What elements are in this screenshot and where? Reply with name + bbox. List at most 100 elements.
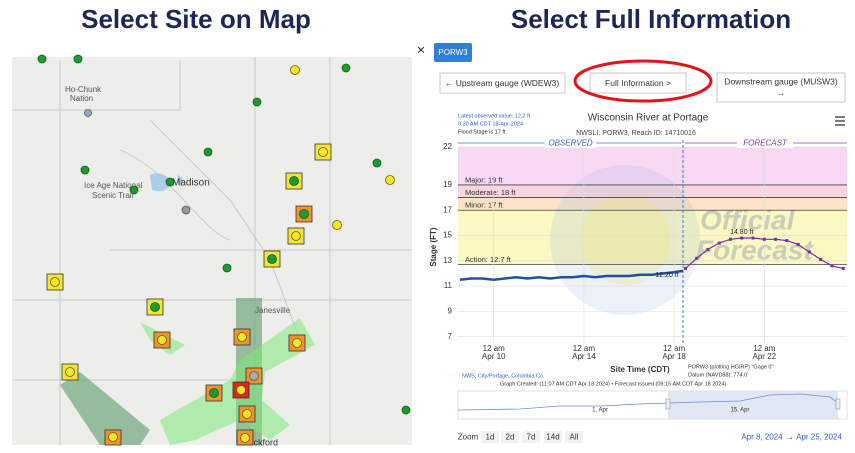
full-info-label: Full Information > — [605, 78, 671, 88]
site-marker[interactable] — [290, 65, 300, 75]
site-marker[interactable] — [181, 205, 191, 215]
site-marker[interactable] — [236, 429, 254, 446]
map-label: Scenic Trail — [92, 191, 134, 200]
stage-band — [458, 210, 847, 265]
site-marker[interactable] — [287, 227, 305, 245]
site-marker[interactable] — [341, 63, 351, 73]
site-marker[interactable] — [203, 147, 213, 157]
lake — [177, 175, 183, 186]
right-title: Select Full Information — [511, 4, 791, 34]
site-marker[interactable] — [332, 220, 342, 230]
range-start: Apr 8, 2024 — [741, 433, 783, 442]
navigator-line — [457, 393, 839, 411]
stage-band — [458, 197, 847, 211]
created-text: Graph Created: (11:07 AM CDT Apr 18 2024… — [500, 381, 726, 387]
site-marker[interactable] — [84, 109, 92, 117]
datum-text: Datum (NAVD88): 774.0' — [688, 372, 748, 378]
forecast-point — [683, 266, 687, 270]
flood-area — [60, 372, 150, 445]
site-marker[interactable] — [233, 328, 251, 346]
forecast-point — [774, 237, 778, 241]
x-tick-date: Apr 14 — [572, 352, 596, 361]
site-marker[interactable] — [61, 363, 79, 381]
site-marker[interactable] — [385, 175, 395, 185]
site-marker[interactable] — [129, 185, 139, 195]
site-marker[interactable] — [238, 405, 256, 423]
site-marker[interactable] — [222, 263, 232, 273]
site-marker[interactable] — [245, 367, 263, 385]
navigator-handle — [665, 398, 671, 410]
forecast-point — [728, 237, 732, 241]
map-label: Ice Age National — [84, 181, 142, 190]
tab[interactable] — [434, 43, 472, 62]
forecast-point — [740, 236, 744, 240]
close-button[interactable]: × — [417, 42, 425, 58]
site-marker[interactable] — [146, 298, 164, 316]
site-marker[interactable] — [205, 384, 223, 402]
site-marker[interactable] — [232, 381, 250, 399]
forecast-point — [785, 239, 789, 243]
site-marker[interactable] — [46, 273, 64, 291]
navigator-label: 1. Apr — [592, 408, 608, 414]
forecast-point — [807, 250, 811, 254]
y-tick-label: 9 — [448, 306, 453, 315]
site-marker[interactable] — [80, 165, 90, 175]
menu-icon[interactable] — [835, 116, 845, 126]
left-title: Select Site on Map — [81, 4, 311, 34]
value-label: 12.20 ft — [655, 272, 678, 279]
forecast-point — [751, 236, 755, 240]
site-markers — [37, 54, 411, 446]
x-tick-label: 12 am — [753, 344, 776, 353]
site-marker[interactable] — [401, 405, 411, 415]
zoom-label: Zoom — [458, 433, 479, 442]
full-info-button[interactable] — [589, 72, 687, 94]
gauge-text: PORW3 (plotting HGIRP) "Gage 0" — [688, 364, 773, 370]
chart-title: Wisconsin River at Portage — [588, 113, 709, 124]
site-marker[interactable] — [104, 429, 122, 446]
range-arrow: → — [786, 433, 794, 442]
observed-label: OBSERVED — [548, 139, 593, 148]
stage-band — [458, 184, 847, 198]
y-tick-label: 19 — [443, 180, 452, 189]
y-tick-label: 7 — [448, 332, 453, 341]
downstream-button[interactable] — [716, 72, 846, 103]
site-marker[interactable] — [314, 143, 332, 161]
site-marker[interactable] — [372, 158, 382, 168]
zoom-button[interactable] — [544, 431, 562, 443]
map-label: Rockford — [242, 437, 278, 447]
map[interactable]: Ho-Chunk Nation Ice Age National Scenic … — [12, 54, 412, 447]
info-text: Flood Stage is 17 ft — [458, 129, 506, 135]
forecast-point — [796, 242, 800, 246]
zoom-button[interactable] — [501, 431, 519, 443]
seal-watermark — [580, 195, 670, 285]
site-marker[interactable] — [73, 54, 83, 64]
range-end: Apr 25, 2024 — [796, 433, 842, 442]
flood-area — [160, 318, 315, 445]
site-marker[interactable] — [295, 205, 313, 223]
x-tick-date: Apr 22 — [753, 352, 777, 361]
stage-band — [458, 147, 847, 185]
site-marker[interactable] — [37, 54, 47, 64]
zoom-button-label: 1d — [486, 433, 495, 442]
y-tick-label: 17 — [443, 205, 452, 214]
map-label: Nation — [70, 94, 93, 103]
tab-label: PORW3 — [438, 48, 468, 57]
map-label: Ho-Chunk — [65, 85, 102, 94]
site-marker[interactable] — [263, 250, 281, 268]
zoom-button[interactable] — [522, 431, 540, 443]
section-bg — [737, 138, 794, 148]
site-marker[interactable] — [252, 97, 262, 107]
threshold-label: Minor: 17 ft — [465, 201, 503, 210]
forecast-label: FORECAST — [743, 139, 788, 148]
site-marker[interactable] — [153, 331, 171, 349]
zoom-button[interactable] — [481, 431, 499, 443]
forecast-point — [830, 264, 834, 268]
x-tick-label: 12 am — [483, 344, 506, 353]
upstream-button[interactable] — [439, 72, 566, 94]
value-label: 14.80 ft — [730, 229, 753, 236]
site-marker[interactable] — [285, 172, 303, 190]
zoom-button[interactable] — [565, 431, 583, 443]
site-marker[interactable] — [165, 177, 175, 187]
site-marker[interactable] — [288, 334, 306, 352]
